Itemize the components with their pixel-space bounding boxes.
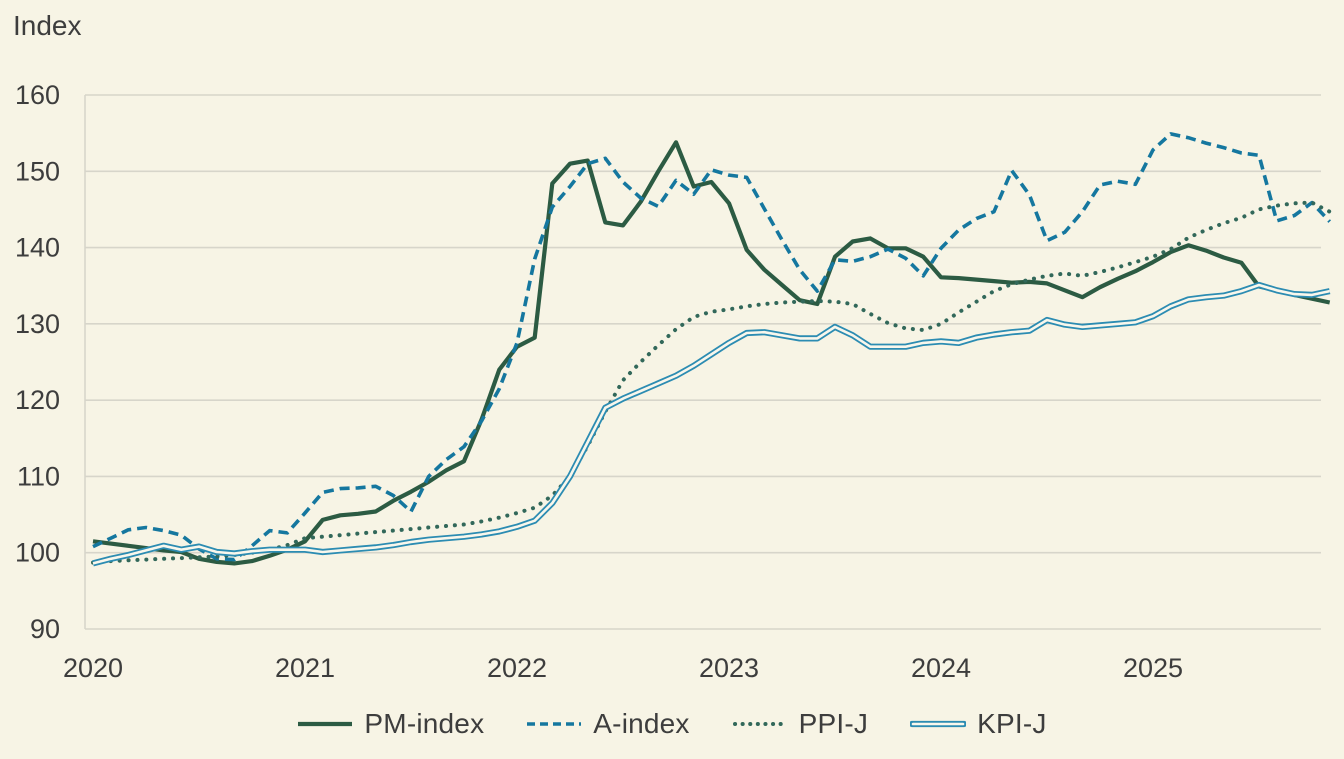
y-axis-tick-labels: 90 100 110 120 130 140 150 160: [15, 80, 60, 644]
svg-text:100: 100: [15, 538, 60, 568]
x-axis-tick-labels: 2020 2021 2022 2023 2024 2025: [63, 653, 1183, 683]
svg-text:110: 110: [17, 461, 60, 491]
svg-text:2025: 2025: [1123, 653, 1183, 683]
svg-text:150: 150: [15, 156, 60, 186]
svg-text:120: 120: [15, 385, 60, 415]
svg-text:90: 90: [30, 614, 60, 644]
svg-text:2022: 2022: [487, 653, 547, 683]
svg-text:160: 160: [15, 80, 60, 110]
svg-text:130: 130: [15, 309, 60, 339]
svg-text:2021: 2021: [275, 653, 335, 683]
chart-title: Index: [13, 10, 82, 41]
svg-text:140: 140: [15, 233, 60, 263]
svg-text:2023: 2023: [699, 653, 759, 683]
data-series-lines: [91, 132, 1332, 567]
svg-text:2024: 2024: [911, 653, 971, 683]
svg-text:2020: 2020: [63, 653, 123, 683]
